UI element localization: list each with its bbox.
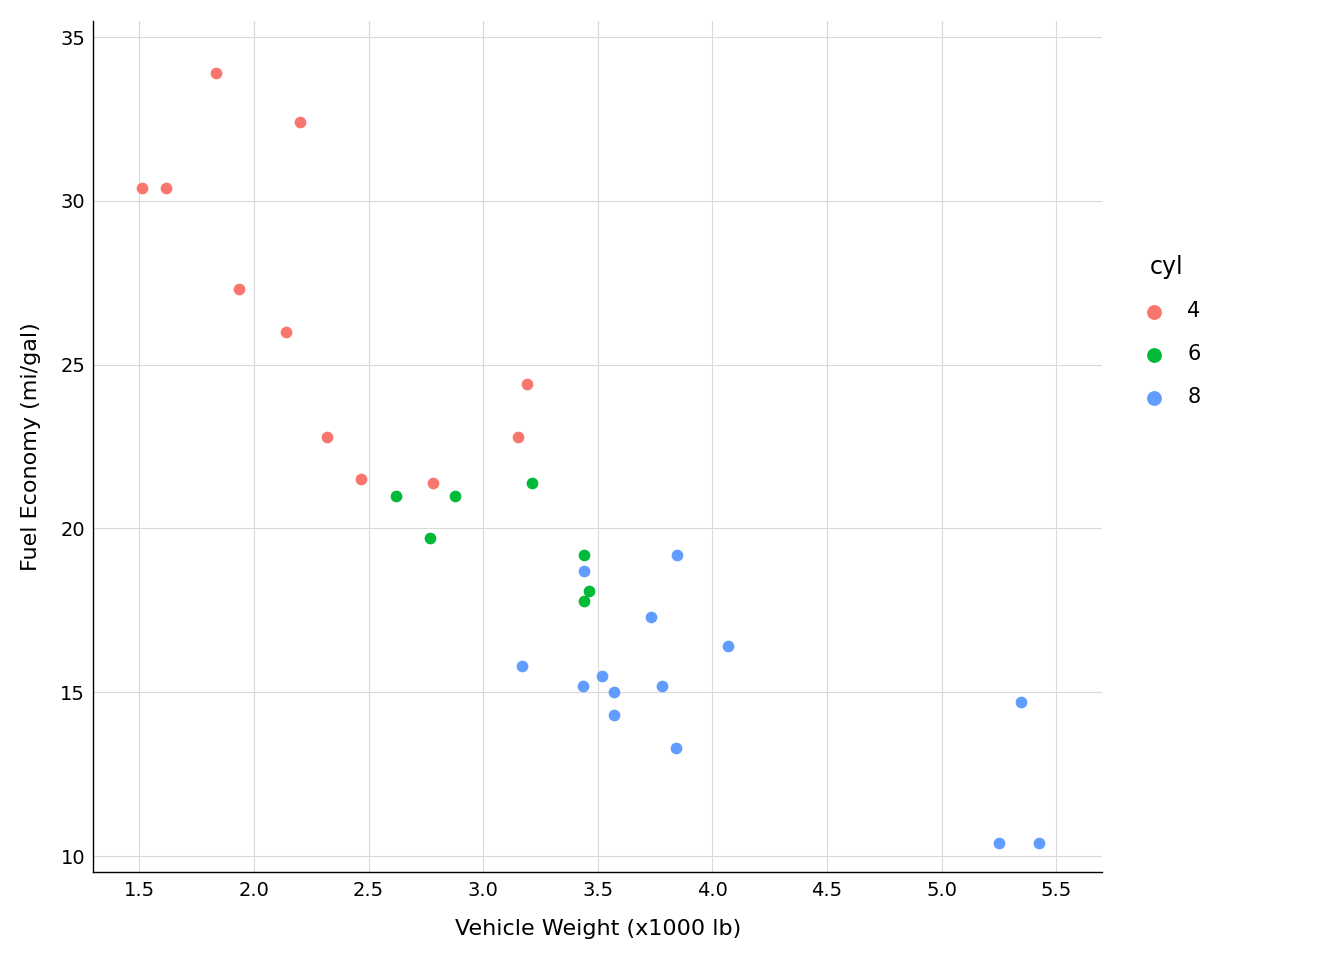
4 xyxy=(206,65,227,81)
8 xyxy=(1009,694,1031,709)
8 xyxy=(573,678,594,693)
8 xyxy=(511,659,532,674)
6 xyxy=(386,488,407,503)
8 xyxy=(640,610,661,625)
8 xyxy=(988,835,1009,851)
6 xyxy=(521,475,543,491)
X-axis label: Vehicle Weight (x1000 lb): Vehicle Weight (x1000 lb) xyxy=(454,919,741,939)
Legend: 4, 6, 8: 4, 6, 8 xyxy=(1122,244,1211,418)
8 xyxy=(603,684,625,700)
4 xyxy=(276,324,297,340)
4 xyxy=(507,429,528,444)
4 xyxy=(317,429,339,444)
6 xyxy=(574,547,595,563)
4 xyxy=(228,281,250,297)
8 xyxy=(603,708,625,723)
4 xyxy=(155,180,176,196)
6 xyxy=(444,488,465,503)
6 xyxy=(574,593,595,609)
4 xyxy=(422,475,444,491)
8 xyxy=(718,638,739,654)
Y-axis label: Fuel Economy (mi/gal): Fuel Economy (mi/gal) xyxy=(22,323,40,571)
8 xyxy=(591,668,613,684)
6 xyxy=(419,531,441,546)
8 xyxy=(1028,835,1050,851)
8 xyxy=(652,678,673,693)
8 xyxy=(665,740,687,756)
8 xyxy=(667,547,688,563)
6 xyxy=(578,583,599,598)
4 xyxy=(289,114,310,130)
8 xyxy=(574,564,595,579)
4 xyxy=(132,180,153,196)
4 xyxy=(516,376,538,392)
4 xyxy=(349,471,371,487)
